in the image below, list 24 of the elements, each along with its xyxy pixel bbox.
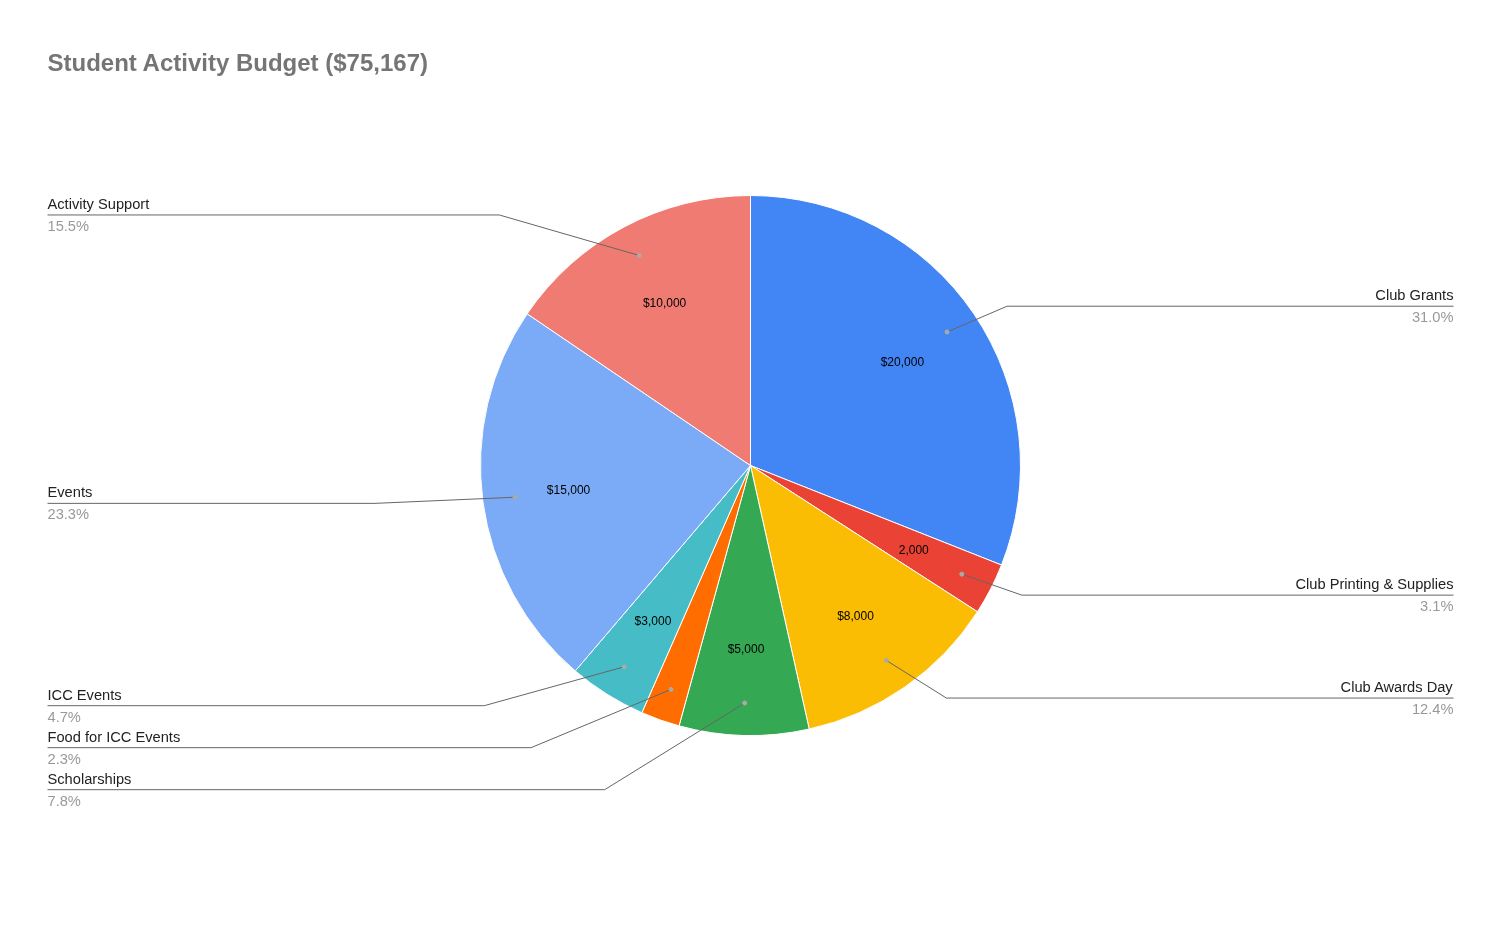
text: 23.3% bbox=[47, 506, 90, 523]
text: 31.0% bbox=[1411, 309, 1454, 326]
text: 12.4% bbox=[1411, 701, 1454, 718]
data-label: $3,000 bbox=[634, 614, 672, 629]
slice-label: Activity Support bbox=[47, 195, 150, 212]
slice-label: Club Printing & Supplies bbox=[1295, 576, 1454, 593]
slice-label: Club Awards Day bbox=[1340, 679, 1454, 696]
data-label: $10,000 bbox=[642, 296, 687, 311]
slice-label: Events bbox=[47, 484, 93, 501]
data-label: $20,000 bbox=[880, 355, 925, 370]
text: 4.7% bbox=[47, 708, 81, 725]
data-label: $15,000 bbox=[546, 483, 591, 498]
slice-label: Scholarships bbox=[47, 770, 132, 787]
data-label: 2,000 bbox=[898, 542, 930, 557]
text: 2.3% bbox=[47, 750, 81, 767]
data-label: $5,000 bbox=[727, 642, 765, 657]
slice-label: ICC Events bbox=[47, 686, 122, 703]
chart-title: Student Activity Budget ($75,167) bbox=[47, 49, 429, 76]
slice-label: Club Grants bbox=[1375, 287, 1454, 304]
text: 7.8% bbox=[47, 792, 81, 809]
text: 15.5% bbox=[47, 217, 90, 234]
text: 3.1% bbox=[1420, 598, 1454, 615]
slice-label: Food for ICC Events bbox=[47, 728, 181, 745]
data-label: $8,000 bbox=[837, 609, 875, 624]
